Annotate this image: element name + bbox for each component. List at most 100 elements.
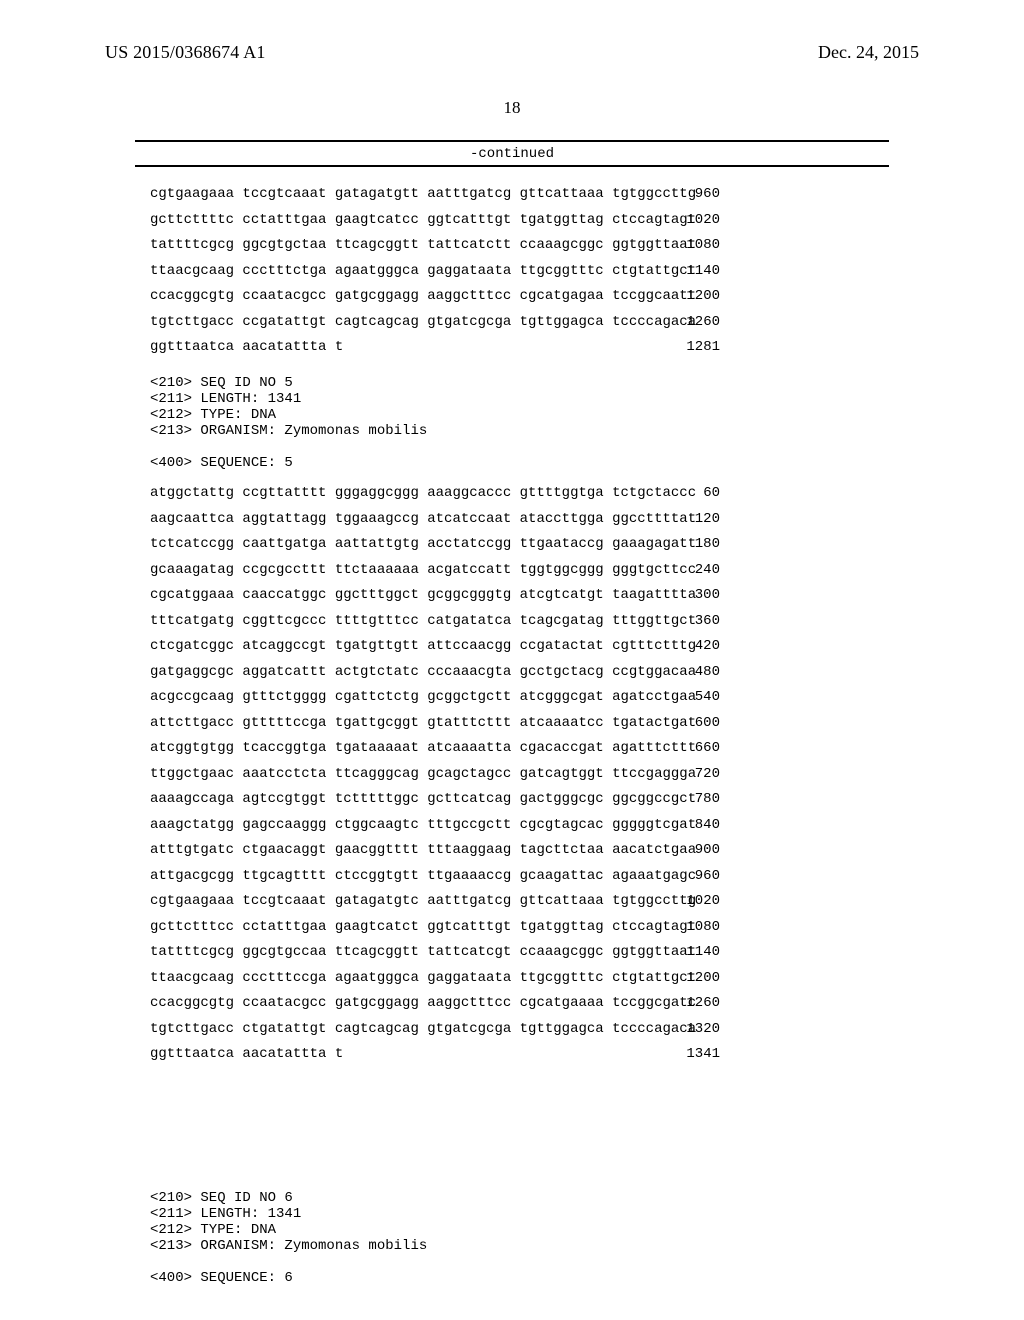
sequence-position: 900 [670, 843, 720, 857]
sequence-text: cgtgaagaaa tccgtcaaat gatagatgtt aatttga… [150, 187, 670, 201]
sequence-line: ccacggcgtg ccaatacgcc gatgcggagg aaggctt… [150, 996, 720, 1010]
sequence-line: ggtttaatca aacatattta t1341 [150, 1047, 720, 1061]
sequence-line: cgcatggaaa caaccatggc ggctttggct gcggcgg… [150, 588, 720, 602]
sequence-text: ccacggcgtg ccaatacgcc gatgcggagg aaggctt… [150, 289, 670, 303]
sequence-position: 1200 [670, 289, 720, 303]
sequence-line: atcggtgtgg tcaccggtga tgataaaaat atcaaaa… [150, 741, 720, 755]
sequence-position: 120 [670, 512, 720, 526]
page: US 2015/0368674 A1 Dec. 24, 2015 18 -con… [0, 0, 1024, 1320]
sequence-line: tgtcttgacc ctgatattgt cagtcagcag gtgatcg… [150, 1022, 720, 1036]
sequence-meta-1: <210> SEQ ID NO 5 <211> LENGTH: 1341 <21… [150, 375, 427, 472]
continued-section: -continued [135, 140, 889, 167]
sequence-position: 960 [670, 187, 720, 201]
sequence-line: cgtgaagaaa tccgtcaaat gatagatgtt aatttga… [150, 187, 720, 201]
sequence-text: gcaaagatag ccgcgccttt ttctaaaaaa acgatcc… [150, 563, 670, 577]
sequence-position: 1281 [670, 340, 720, 354]
sequence-text: aaaagccaga agtccgtggt tctttttggc gcttcat… [150, 792, 670, 806]
sequence-text: ctcgatcggc atcaggccgt tgatgttgtt attccaa… [150, 639, 670, 653]
page-number: 18 [0, 98, 1024, 118]
sequence-line: tttcatgatg cggttcgccc ttttgtttcc catgata… [150, 614, 720, 628]
sequence-position: 1020 [670, 894, 720, 908]
sequence-text: gatgaggcgc aggatcattt actgtctatc cccaaac… [150, 665, 670, 679]
sequence-text: tattttcgcg ggcgtgccaa ttcagcggtt tattcat… [150, 945, 670, 959]
sequence-line: ctcgatcggc atcaggccgt tgatgttgtt attccaa… [150, 639, 720, 653]
sequence-position: 780 [670, 792, 720, 806]
sequence-position: 720 [670, 767, 720, 781]
sequence-line: gatgaggcgc aggatcattt actgtctatc cccaaac… [150, 665, 720, 679]
sequence-position: 360 [670, 614, 720, 628]
sequence-line: ttaacgcaag ccctttccga agaatgggca gaggata… [150, 971, 720, 985]
sequence-text: ttaacgcaag ccctttccga agaatgggca gaggata… [150, 971, 670, 985]
sequence-text: atggctattg ccgttatttt gggaggcggg aaaggca… [150, 486, 670, 500]
sequence-position: 1260 [670, 315, 720, 329]
sequence-line: ttaacgcaag ccctttctga agaatgggca gaggata… [150, 264, 720, 278]
sequence-position: 1020 [670, 213, 720, 227]
sequence-position: 240 [670, 563, 720, 577]
sequence-text: tttcatgatg cggttcgccc ttttgtttcc catgata… [150, 614, 670, 628]
sequence-text: ccacggcgtg ccaatacgcc gatgcggagg aaggctt… [150, 996, 670, 1010]
sequence-line: gcttcttttc cctatttgaa gaagtcatcc ggtcatt… [150, 213, 720, 227]
sequence-text: attgacgcgg ttgcagtttt ctccggtgtt ttgaaaa… [150, 869, 670, 883]
sequence-text: cgcatggaaa caaccatggc ggctttggct gcggcgg… [150, 588, 670, 602]
sequence-text: atcggtgtgg tcaccggtga tgataaaaat atcaaaa… [150, 741, 670, 755]
meta-text: <210> SEQ ID NO 5 <211> LENGTH: 1341 <21… [150, 375, 427, 472]
sequence-text: tgtcttgacc ctgatattgt cagtcagcag gtgatcg… [150, 1022, 670, 1036]
publication-date: Dec. 24, 2015 [818, 42, 919, 63]
bottom-rule [135, 165, 889, 167]
sequence-position: 480 [670, 665, 720, 679]
sequence-text: cgtgaagaaa tccgtcaaat gatagatgtc aatttga… [150, 894, 670, 908]
sequence-line: cgtgaagaaa tccgtcaaat gatagatgtc aatttga… [150, 894, 720, 908]
sequence-meta-2: <210> SEQ ID NO 6 <211> LENGTH: 1341 <21… [150, 1190, 427, 1287]
sequence-text: tgtcttgacc ccgatattgt cagtcagcag gtgatcg… [150, 315, 670, 329]
sequence-line: ttggctgaac aaatcctcta ttcagggcag gcagcta… [150, 767, 720, 781]
sequence-line: gcaaagatag ccgcgccttt ttctaaaaaa acgatcc… [150, 563, 720, 577]
sequence-text: attcttgacc gtttttccga tgattgcggt gtatttc… [150, 716, 670, 730]
continued-label: -continued [135, 142, 889, 165]
sequence-text: aagcaattca aggtattagg tggaaagccg atcatcc… [150, 512, 670, 526]
sequence-position: 420 [670, 639, 720, 653]
sequence-line: ccacggcgtg ccaatacgcc gatgcggagg aaggctt… [150, 289, 720, 303]
sequence-text: ttaacgcaag ccctttctga agaatgggca gaggata… [150, 264, 670, 278]
sequence-position: 540 [670, 690, 720, 704]
sequence-line: tattttcgcg ggcgtgctaa ttcagcggtt tattcat… [150, 238, 720, 252]
sequence-position: 180 [670, 537, 720, 551]
sequence-position: 1320 [670, 1022, 720, 1036]
sequence-text: ggtttaatca aacatattta t [150, 1047, 670, 1061]
sequence-line: acgccgcaag gtttctgggg cgattctctg gcggctg… [150, 690, 720, 704]
sequence-position: 1260 [670, 996, 720, 1010]
sequence-position: 1341 [670, 1047, 720, 1061]
meta-text: <210> SEQ ID NO 6 <211> LENGTH: 1341 <21… [150, 1190, 427, 1287]
sequence-position: 660 [670, 741, 720, 755]
sequence-position: 840 [670, 818, 720, 832]
sequence-block-2: atggctattg ccgttatttt gggaggcggg aaaggca… [150, 486, 720, 1073]
sequence-position: 1080 [670, 238, 720, 252]
publication-number: US 2015/0368674 A1 [105, 42, 266, 63]
sequence-text: atttgtgatc ctgaacaggt gaacggtttt tttaagg… [150, 843, 670, 857]
sequence-line: tgtcttgacc ccgatattgt cagtcagcag gtgatcg… [150, 315, 720, 329]
sequence-text: gcttctttcc cctatttgaa gaagtcatct ggtcatt… [150, 920, 670, 934]
sequence-position: 960 [670, 869, 720, 883]
sequence-text: ggtttaatca aacatattta t [150, 340, 670, 354]
sequence-position: 1200 [670, 971, 720, 985]
sequence-position: 600 [670, 716, 720, 730]
sequence-text: aaagctatgg gagccaaggg ctggcaagtc tttgccg… [150, 818, 670, 832]
sequence-position: 1140 [670, 264, 720, 278]
sequence-text: tattttcgcg ggcgtgctaa ttcagcggtt tattcat… [150, 238, 670, 252]
sequence-line: attgacgcgg ttgcagtttt ctccggtgtt ttgaaaa… [150, 869, 720, 883]
sequence-line: tctcatccgg caattgatga aattattgtg acctatc… [150, 537, 720, 551]
sequence-line: aaagctatgg gagccaaggg ctggcaagtc tttgccg… [150, 818, 720, 832]
sequence-line: attcttgacc gtttttccga tgattgcggt gtatttc… [150, 716, 720, 730]
sequence-text: gcttcttttc cctatttgaa gaagtcatcc ggtcatt… [150, 213, 670, 227]
sequence-line: aagcaattca aggtattagg tggaaagccg atcatcc… [150, 512, 720, 526]
sequence-text: acgccgcaag gtttctgggg cgattctctg gcggctg… [150, 690, 670, 704]
sequence-position: 1140 [670, 945, 720, 959]
sequence-line: atttgtgatc ctgaacaggt gaacggtttt tttaagg… [150, 843, 720, 857]
sequence-position: 300 [670, 588, 720, 602]
sequence-position: 60 [670, 486, 720, 500]
sequence-block-1: cgtgaagaaa tccgtcaaat gatagatgtt aatttga… [150, 187, 720, 366]
sequence-line: ggtttaatca aacatattta t1281 [150, 340, 720, 354]
sequence-line: tattttcgcg ggcgtgccaa ttcagcggtt tattcat… [150, 945, 720, 959]
sequence-line: atggctattg ccgttatttt gggaggcggg aaaggca… [150, 486, 720, 500]
sequence-line: aaaagccaga agtccgtggt tctttttggc gcttcat… [150, 792, 720, 806]
sequence-text: ttggctgaac aaatcctcta ttcagggcag gcagcta… [150, 767, 670, 781]
